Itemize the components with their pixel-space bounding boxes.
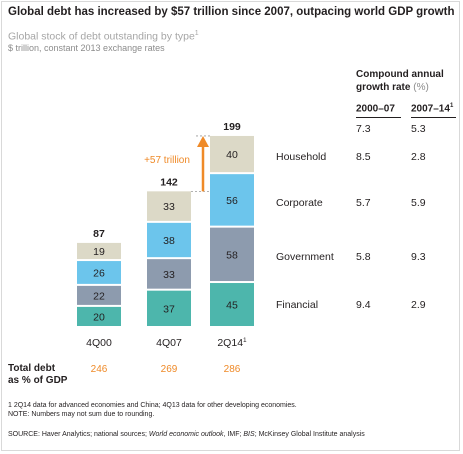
source-line: SOURCE: Haver Analytics; national source… [8, 431, 365, 438]
cagr-financial-2007-14: 2.9 [411, 299, 426, 311]
bar-household-4q00 [77, 242, 121, 260]
data-label-government-4q00: 22 [93, 290, 105, 302]
cagr-total-2007-14: 5.3 [411, 123, 426, 135]
data-label-household-2q14: 40 [226, 149, 238, 161]
bar-government-2q14 [210, 227, 254, 282]
data-label-corporate-4q00: 26 [93, 267, 105, 279]
data-label-household-4q07: 33 [163, 201, 175, 213]
data-label-government-2q14: 58 [226, 249, 238, 261]
data-label-government-4q07: 33 [163, 269, 175, 281]
data-label-financial-4q00: 20 [93, 311, 105, 323]
cagr-column-2000-07: 2000–07 [356, 103, 395, 115]
increase-annotation: +57 trillion [144, 155, 190, 166]
bar-financial-4q07 [147, 290, 191, 326]
bar-household-2q14 [210, 135, 254, 173]
total-label-4q07: 142 [160, 176, 178, 188]
data-label-financial-4q07: 37 [163, 303, 175, 315]
cagr-household-2000-07: 8.5 [356, 151, 371, 163]
bar-government-4q07 [147, 259, 191, 289]
bar-financial-4q00 [77, 306, 121, 326]
category-label-2q14: 2Q141 [217, 337, 247, 349]
bar-corporate-4q00 [77, 261, 121, 284]
cagr-government-2000-07: 5.8 [356, 251, 371, 263]
segment-label-corporate: Corporate [276, 197, 323, 209]
category-label-4q00: 4Q00 [86, 337, 112, 349]
segment-label-government: Government [276, 251, 334, 263]
cagr-corporate-2007-14: 5.9 [411, 197, 426, 209]
bar-household-4q07 [147, 191, 191, 221]
data-label-household-4q00: 19 [93, 246, 105, 258]
gdp-pct-2q14: 286 [224, 364, 241, 375]
cagr-rule-2 [411, 117, 456, 118]
cagr-total-2000-07: 7.3 [356, 123, 371, 135]
segment-label-financial: Financial [276, 299, 319, 311]
footnote-note: NOTE: Numbers may not sum due to roundin… [8, 411, 155, 418]
data-label-corporate-4q07: 38 [163, 235, 175, 247]
category-label-4q07: 4Q07 [156, 337, 182, 349]
cagr-government-2007-14: 9.3 [411, 251, 426, 263]
bar-government-4q00 [77, 285, 121, 305]
cagr-household-2007-14: 2.8 [411, 151, 426, 163]
bar-corporate-4q07 [147, 222, 191, 258]
footnotes: 1 2Q14 data for advanced economies and C… [8, 401, 297, 419]
bar-financial-2q14 [210, 283, 254, 326]
data-label-corporate-2q14: 56 [226, 195, 238, 207]
segment-label-household: Household [276, 151, 327, 163]
cagr-rule-1 [356, 117, 401, 118]
cagr-header: Compound annual growth rate (%) [356, 69, 444, 93]
gdp-pct-4q00: 246 [91, 364, 108, 375]
footnote-1: 1 2Q14 data for advanced economies and C… [8, 402, 297, 409]
total-debt-label: Total debt as % of GDP [8, 363, 68, 386]
bar-corporate-2q14 [210, 174, 254, 226]
total-label-2q14: 199 [223, 121, 241, 133]
total-label-4q00: 87 [93, 228, 105, 240]
cagr-financial-2000-07: 9.4 [356, 299, 371, 311]
chart-title: Global debt has increased by $57 trillio… [8, 6, 455, 18]
data-label-financial-2q14: 45 [226, 300, 238, 312]
cagr-corporate-2000-07: 5.7 [356, 197, 371, 209]
gdp-pct-4q07: 269 [161, 364, 178, 375]
chart-subtitle: Global stock of debt outstanding by type… [8, 30, 199, 43]
cagr-column-2007-14: 2007–141 [411, 103, 454, 115]
increase-arrow-head [197, 135, 209, 147]
chart-units: $ trillion, constant 2013 exchange rates [8, 43, 165, 53]
